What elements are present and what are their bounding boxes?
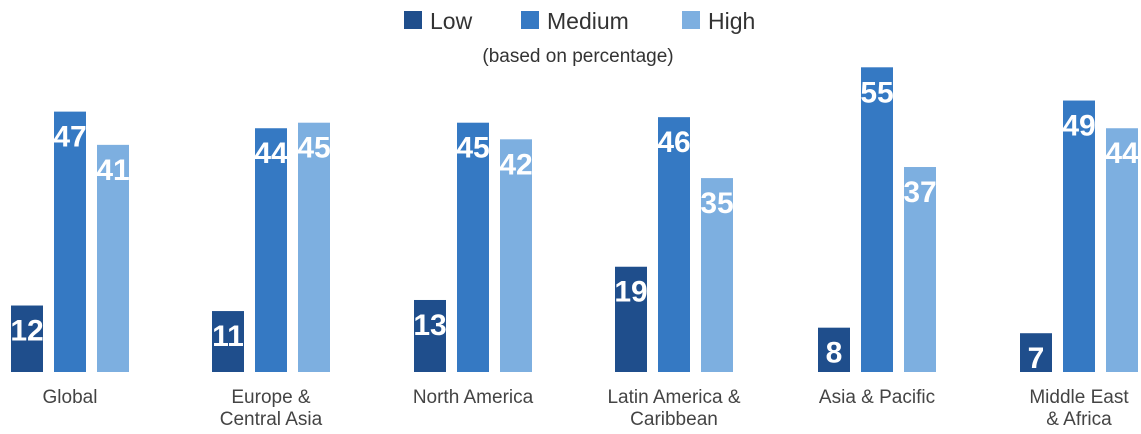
bar-medium-4 — [861, 67, 893, 373]
legend-label-medium: Medium — [547, 8, 629, 34]
legend-swatch-low — [404, 11, 422, 29]
value-label-low-2: 13 — [413, 309, 446, 342]
bar-medium-1 — [255, 128, 287, 372]
value-label-low-4: 8 — [826, 337, 843, 370]
bar-high-0 — [97, 144, 129, 372]
bar-low-2 — [414, 299, 446, 372]
value-label-medium-5: 49 — [1062, 110, 1095, 143]
value-label-medium-2: 45 — [456, 132, 489, 165]
value-label-medium-3: 46 — [657, 126, 690, 159]
value-label-low-3: 19 — [614, 276, 647, 309]
category-label-3: Latin America & Caribbean — [607, 387, 740, 430]
value-label-low-0: 12 — [10, 315, 43, 348]
bar-low-1 — [212, 311, 244, 372]
value-label-high-1: 45 — [297, 132, 330, 165]
legend-label-low: Low — [430, 8, 473, 34]
chart-subtitle: (based on percentage) — [482, 46, 673, 67]
legend-swatch-high — [682, 11, 700, 29]
bar-medium-0 — [54, 111, 86, 373]
bar-high-1 — [298, 122, 330, 372]
bar-medium-3 — [658, 117, 690, 372]
bar-high-4 — [904, 167, 936, 372]
value-label-high-0: 41 — [96, 154, 129, 187]
legend: Low Medium High — [404, 8, 755, 34]
value-label-high-2: 42 — [499, 148, 532, 181]
bar-low-0 — [11, 305, 43, 372]
value-label-low-1: 11 — [212, 320, 244, 353]
legend-swatch-medium — [521, 11, 539, 29]
bar-high-5 — [1106, 128, 1138, 372]
category-label-0: Global — [43, 387, 98, 408]
value-labels-group: 12 47 41 11 44 45 13 45 42 19 46 35 8 55 37 7 49 44 — [10, 76, 1139, 375]
value-label-medium-4: 55 — [860, 76, 893, 109]
bar-low-3 — [615, 266, 647, 372]
value-label-high-3: 35 — [700, 187, 733, 220]
category-label-2: North America — [413, 387, 534, 408]
bar-medium-5 — [1063, 100, 1095, 372]
value-label-high-5: 44 — [1105, 137, 1139, 170]
bars-group — [11, 67, 1138, 373]
category-label-4: Asia & Pacific — [819, 387, 935, 408]
bar-low-4 — [818, 327, 850, 372]
bar-low-5 — [1020, 333, 1052, 372]
bar-high-3 — [701, 178, 733, 372]
value-label-medium-1: 44 — [254, 137, 288, 170]
category-label-5: Middle East & Africa — [1029, 387, 1129, 430]
bar-high-2 — [500, 139, 532, 372]
category-label-1: Europe & Central Asia — [220, 387, 323, 430]
bar-medium-2 — [457, 122, 489, 372]
value-label-high-4: 37 — [903, 176, 936, 209]
value-label-medium-0: 47 — [53, 121, 86, 154]
category-labels-group: Global Europe & Central Asia North America L… — [43, 387, 1130, 430]
legend-label-high: High — [708, 8, 755, 34]
value-label-low-5: 7 — [1028, 342, 1045, 375]
